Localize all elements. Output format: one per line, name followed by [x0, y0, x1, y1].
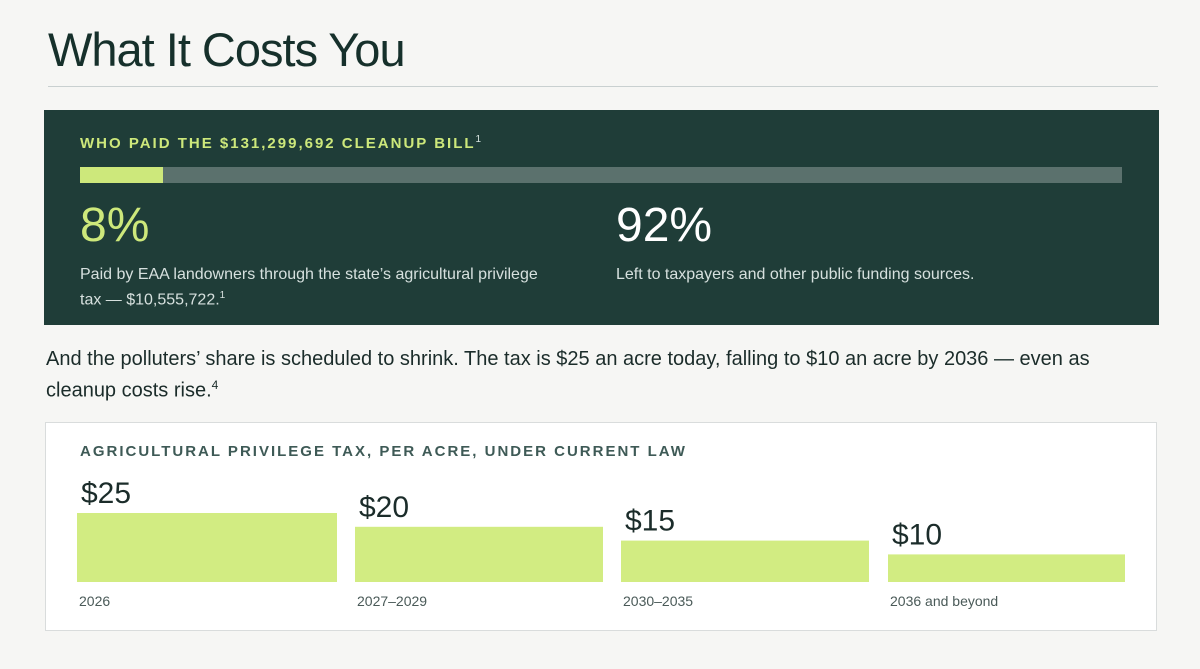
landowner-share-description-text: Paid by EAA landowners through the state… — [80, 266, 538, 309]
footnote-ref: 1 — [219, 290, 226, 301]
category-label: 2030–2035 — [623, 593, 693, 609]
bar-value-label: $15 — [625, 505, 675, 538]
footnote-ref: 4 — [211, 378, 219, 392]
landowner-share-value: 8% — [80, 199, 150, 252]
taxpayer-share-stat: 92% Left to taxpayers and other public f… — [616, 202, 1096, 285]
category-label: 2036 and beyond — [890, 593, 998, 609]
bar-value-label: $10 — [892, 518, 942, 551]
title-divider — [48, 86, 1158, 87]
taxpayer-share-value: 92% — [616, 199, 713, 252]
footnote-ref: 1 — [475, 134, 482, 145]
landowner-share-fill — [80, 167, 164, 183]
bar-value-label: $20 — [359, 491, 409, 524]
cleanup-bill-heading-text: WHO PAID THE $131,299,692 CLEANUP BILL — [80, 135, 476, 152]
landowner-share-description: Paid by EAA landowners through the state… — [80, 264, 560, 310]
cleanup-bill-panel: WHO PAID THE $131,299,692 CLEANUP BILL1 … — [44, 110, 1159, 325]
bar-2030–2035 — [621, 540, 869, 582]
chart-title: AGRICULTURAL PRIVILEGE TAX, PER ACRE, UN… — [80, 443, 687, 460]
bar-2027–2029 — [355, 526, 603, 582]
lede-text: And the polluters’ share is scheduled to… — [46, 348, 1090, 402]
tax-chart-card: AGRICULTURAL PRIVILEGE TAX, PER ACRE, UN… — [45, 422, 1157, 631]
bar-2036 and beyond — [888, 554, 1125, 582]
category-label: 2026 — [79, 593, 110, 609]
lede-paragraph: And the polluters’ share is scheduled to… — [46, 346, 1156, 404]
taxpayer-share-description: Left to taxpayers and other public fundi… — [616, 266, 975, 283]
bar-2026 — [77, 513, 337, 582]
category-label: 2027–2029 — [357, 593, 427, 609]
page-title: What It Costs You — [48, 23, 406, 76]
landowner-share-stat: 8% Paid by EAA landowners through the st… — [80, 202, 560, 310]
tax-bar-chart: $25 2026 $20 2027–2029 $15 2030–2035 $10 2036 a… — [77, 477, 1125, 609]
share-progress-bar — [80, 167, 1122, 183]
cleanup-bill-heading: WHO PAID THE $131,299,692 CLEANUP BILL1 — [80, 134, 481, 152]
bar-value-label: $25 — [81, 477, 131, 510]
